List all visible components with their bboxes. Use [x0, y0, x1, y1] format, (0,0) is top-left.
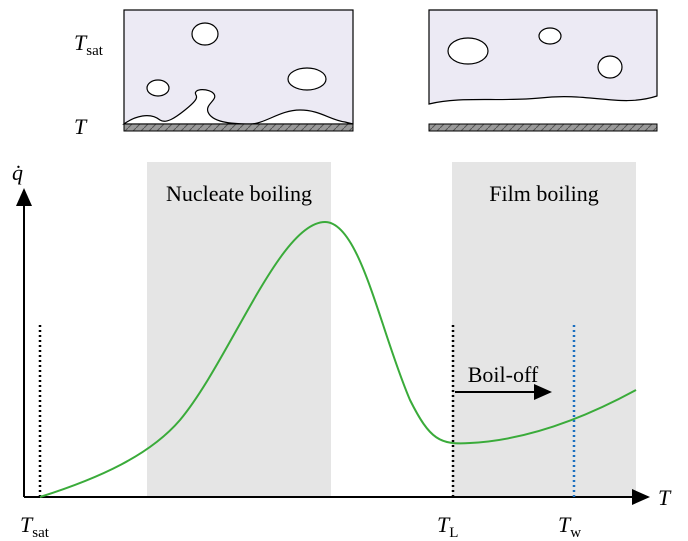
film-sketch: [428, 9, 658, 132]
y-axis-label: q̇: [12, 160, 23, 185]
tl-marker-label: TL: [437, 512, 458, 541]
nucleate-region: [147, 162, 331, 497]
region-label: Film boiling: [489, 181, 598, 206]
region-label: Nucleate boiling: [166, 181, 312, 206]
boiling-curve: [39, 220, 637, 498]
t-label: T: [74, 114, 88, 139]
film-region: [452, 162, 636, 497]
tw-marker-label: Tw: [558, 512, 581, 541]
nucleate-sketch: [122, 9, 354, 132]
tsat-label: Tsat: [74, 30, 104, 59]
x-axis-label: T: [658, 485, 672, 510]
boil-off-label: Boil-off: [468, 362, 539, 387]
tsat-marker-label: Tsat: [20, 512, 50, 541]
